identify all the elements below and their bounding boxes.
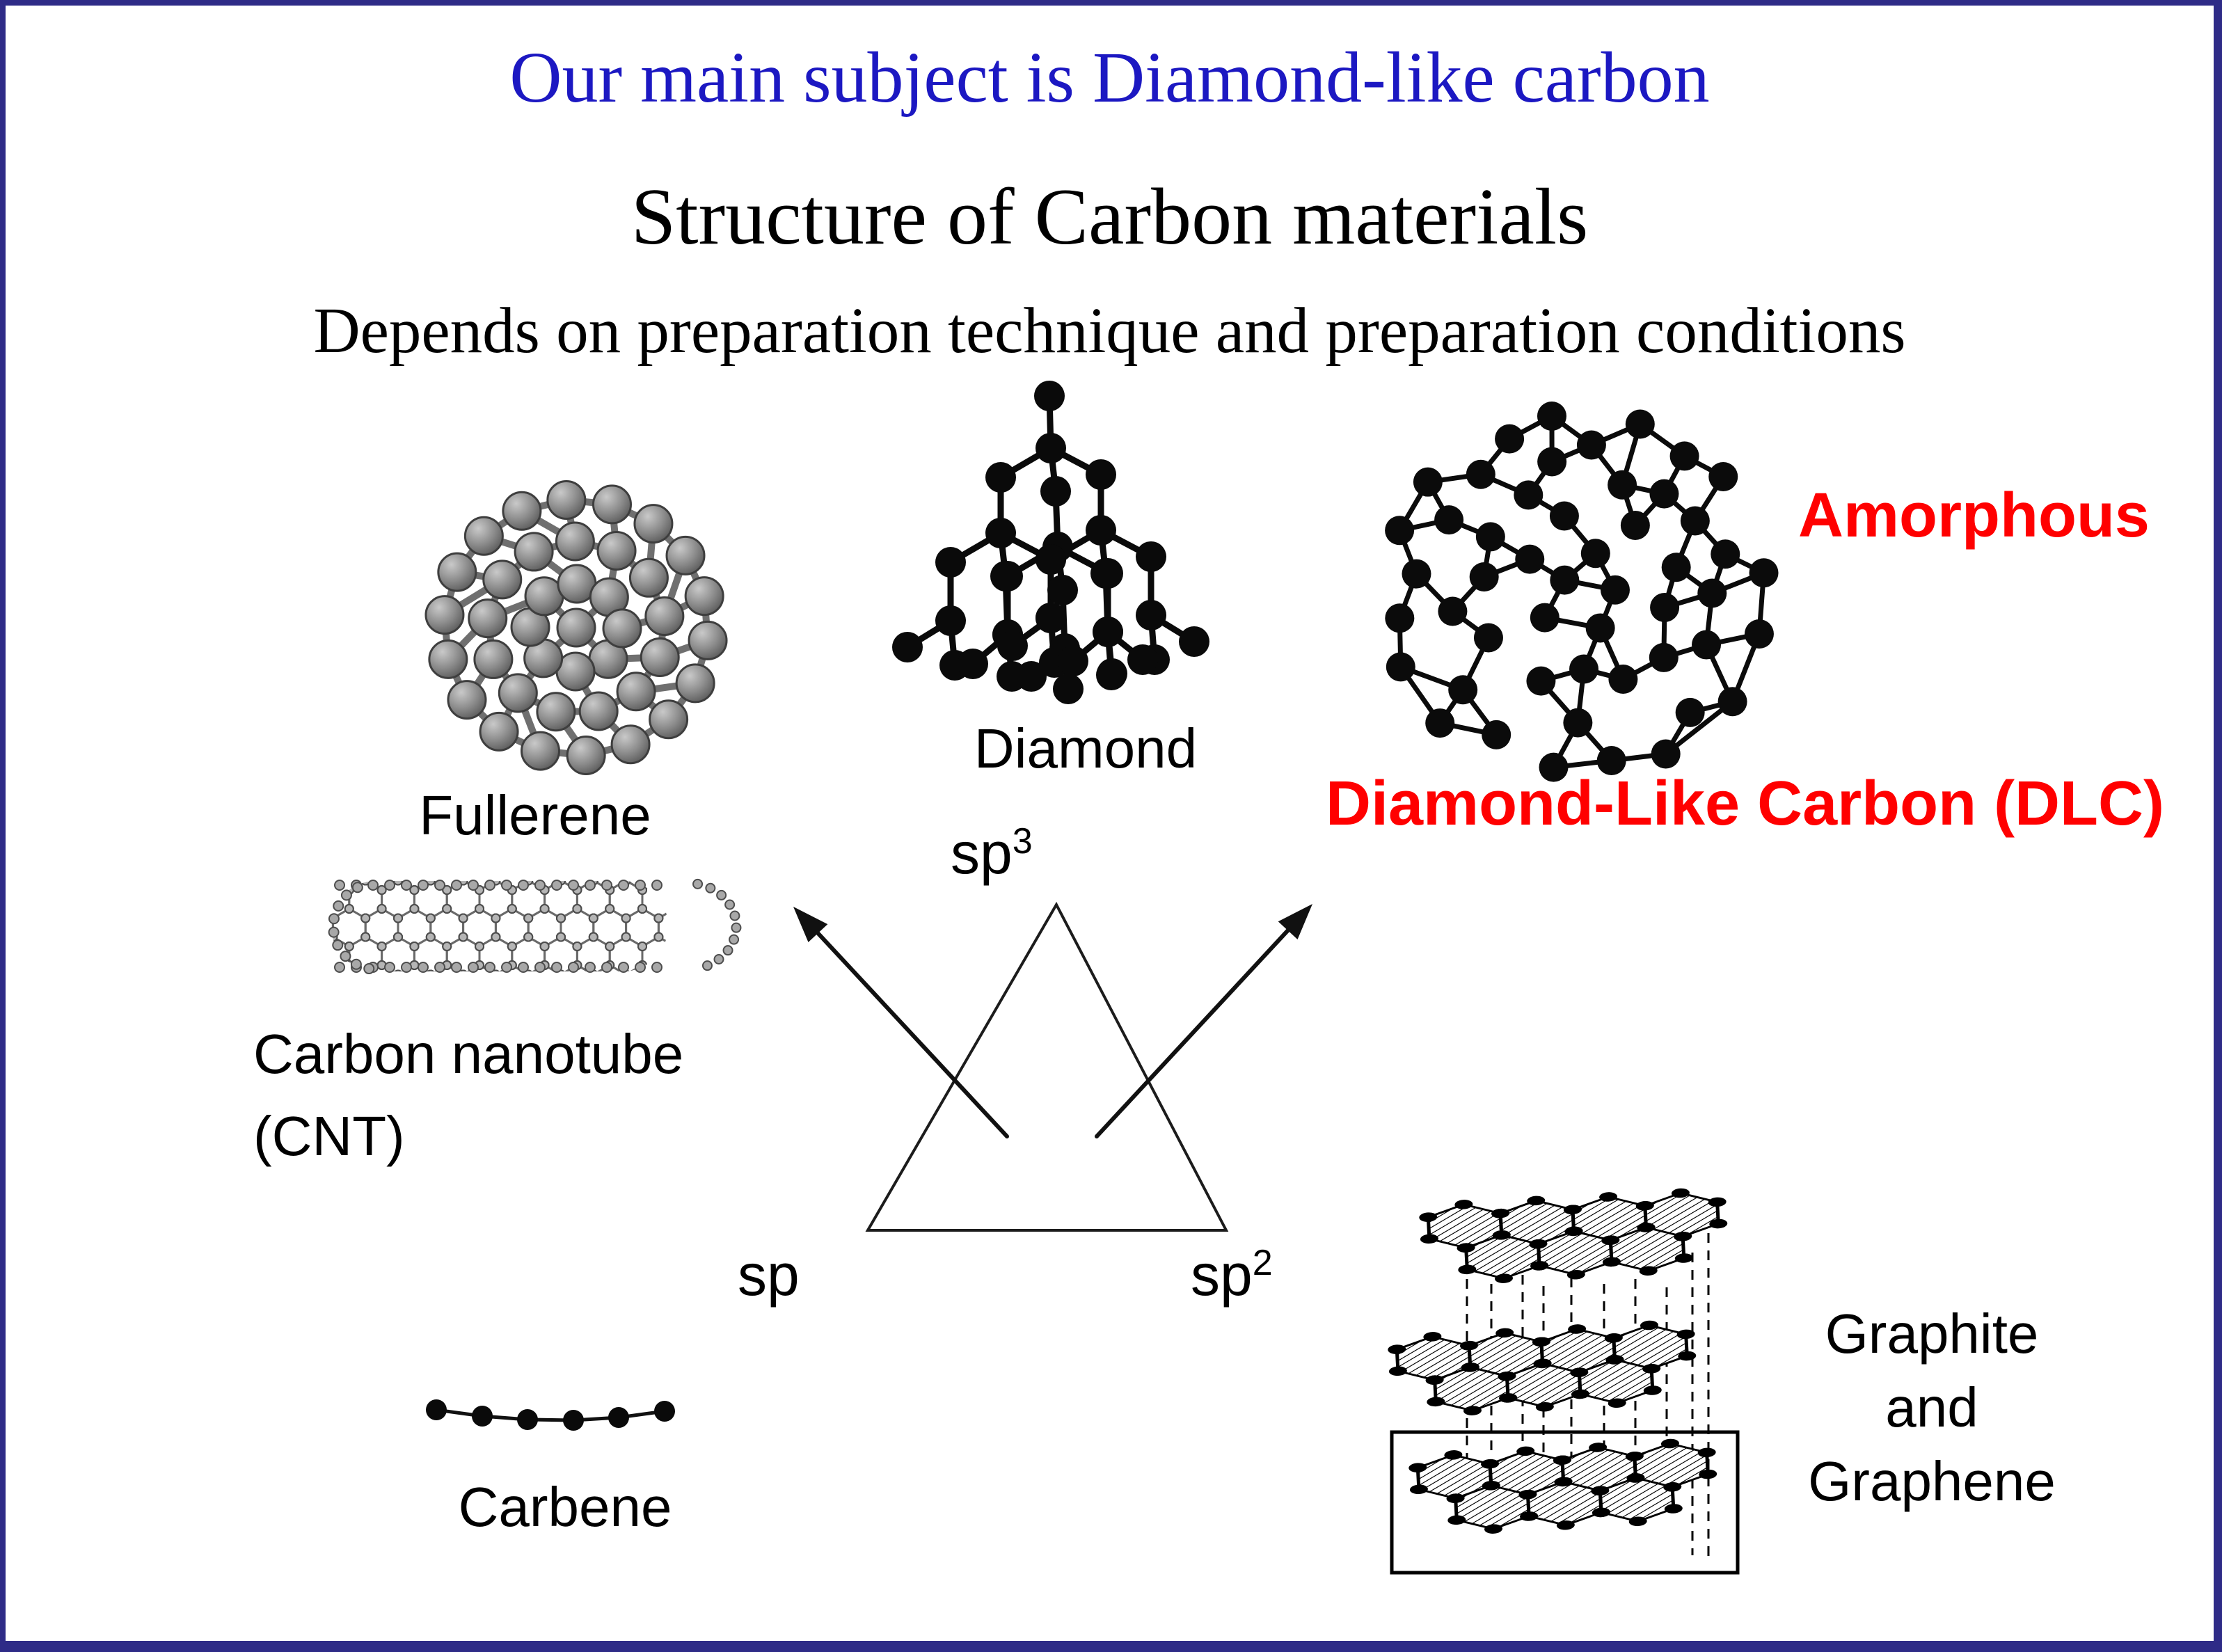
label-diamond: Diamond [974, 717, 1198, 779]
sp-hybridization-triangle [793, 901, 1312, 1232]
label-graphite-graphene: Graphite and Graphene [1782, 1297, 2081, 1518]
sp3-superscript: 3 [1012, 821, 1033, 861]
main-heading: Structure of Carbon materials [630, 173, 1589, 262]
label-dlc: Diamond-Like Carbon (DLC) [1326, 769, 2164, 839]
label-sp2: sp2 [1191, 1242, 1273, 1308]
carbene-chain [426, 1399, 675, 1431]
cnt-line1: Carbon nanotube [253, 1023, 684, 1085]
graphite-line1: Graphite [1825, 1303, 2039, 1365]
label-fullerene: Fullerene [419, 784, 651, 846]
label-amorphous: Amorphous [1798, 481, 2150, 550]
diamond-lattice [892, 381, 1209, 704]
label-sp3: sp3 [951, 820, 1033, 886]
graphite-and-graphene-layers [1388, 1188, 1740, 1575]
cnt-line2: (CNT) [253, 1105, 405, 1167]
label-carbon-nanotube: Carbon nanotube (CNT) [253, 1013, 683, 1177]
amorphous-carbon-network [1385, 401, 1779, 782]
label-carbene: Carbene [458, 1476, 672, 1538]
graphite-line3: Graphene [1808, 1450, 2056, 1512]
fullerene-molecule [424, 480, 728, 775]
label-sp: sp [738, 1242, 800, 1308]
graphite-line2: and [1885, 1376, 1978, 1438]
sub-heading: Depends on preparation technique and pre… [313, 295, 1906, 367]
sp2-superscript: 2 [1252, 1243, 1273, 1283]
carbon-nanotube [328, 878, 742, 975]
slide-title: Our main subject is Diamond-like carbon [509, 38, 1710, 118]
